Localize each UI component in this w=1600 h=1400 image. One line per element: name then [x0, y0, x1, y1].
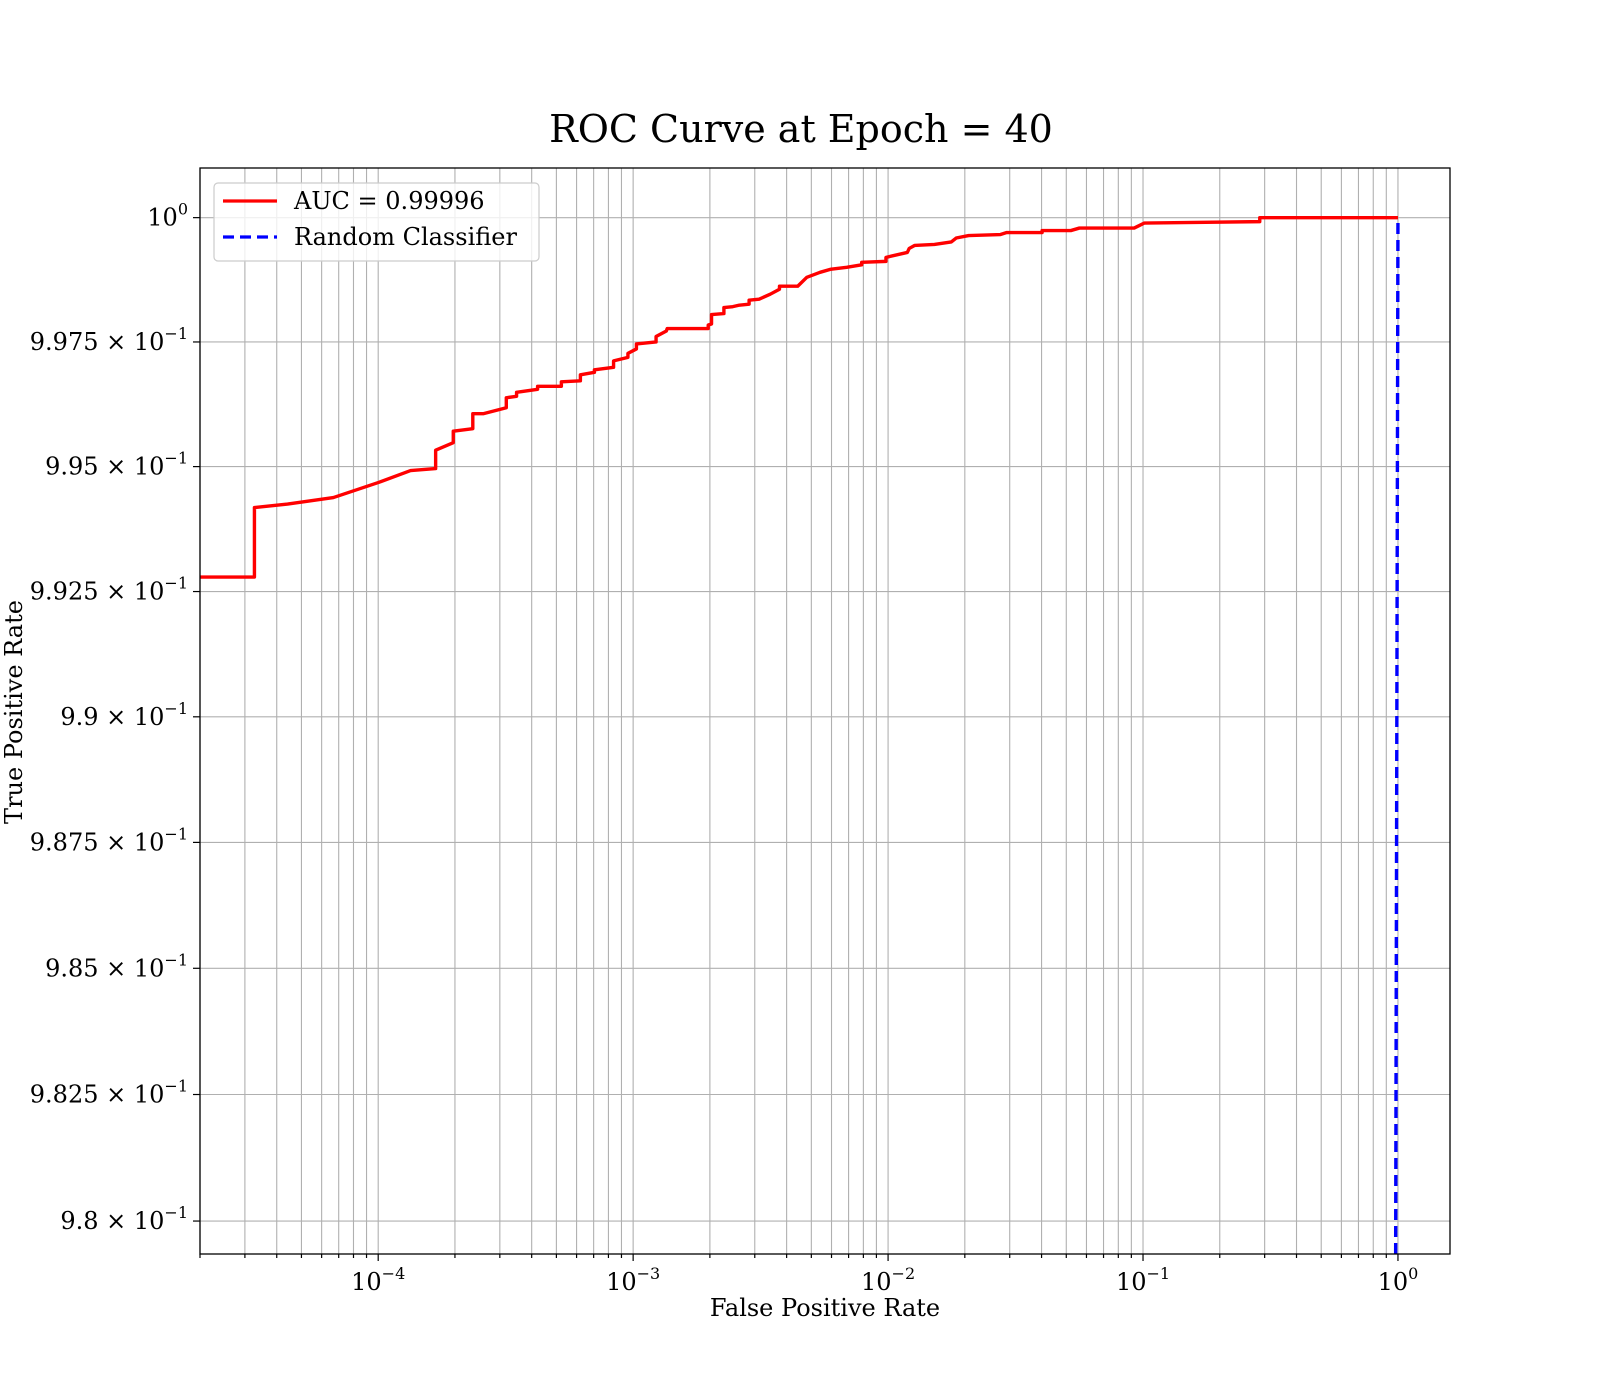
x-tick-label: 10−4: [351, 1264, 405, 1296]
random-classifier-line: [1393, 217, 1400, 1255]
y-tick-label: 9.975 × 10−1: [30, 324, 188, 356]
y-tick-label: 9.8 × 10−1: [60, 1203, 188, 1235]
y-tick-label: 9.925 × 10−1: [30, 574, 188, 606]
plot-area: [200, 168, 1450, 1254]
y-tick-label: 9.85 × 10−1: [45, 950, 188, 982]
x-tick-label: 10−1: [1116, 1264, 1170, 1296]
y-tick-label: 9.9 × 10−1: [60, 699, 188, 731]
plot-frame: [199, 167, 1451, 1255]
y-tick-label: 9.95 × 10−1: [45, 449, 188, 481]
x-tick-label: 10−2: [861, 1264, 915, 1296]
x-tick-label: 100: [1378, 1264, 1419, 1296]
y-tick-label: 9.875 × 10−1: [30, 824, 188, 856]
axis-ticks: 10−4 10−3 10−2 10−1 100 100 9.975 × 10−1 9.95 ×…: [30, 200, 1419, 1296]
grid: [199, 168, 1450, 1254]
y-tick-label: 9.825 × 10−1: [30, 1077, 188, 1109]
legend-box: [213, 182, 540, 262]
series-layer: [200, 215, 1400, 1255]
roc-curve-line: [200, 215, 1398, 579]
legend-label-random: Random Classifier: [294, 223, 517, 251]
legend: AUC = 0.99996 Random Classifier: [213, 182, 540, 262]
x-tick-label: 10−3: [606, 1264, 660, 1296]
legend-label-auc: AUC = 0.99996: [293, 187, 485, 215]
y-tick-label: 100: [147, 200, 188, 232]
y-axis-label: True Positive Rate: [0, 600, 28, 824]
x-axis-label: False Positive Rate: [710, 1294, 940, 1322]
chart-title: ROC Curve at Epoch = 40: [549, 107, 1053, 151]
